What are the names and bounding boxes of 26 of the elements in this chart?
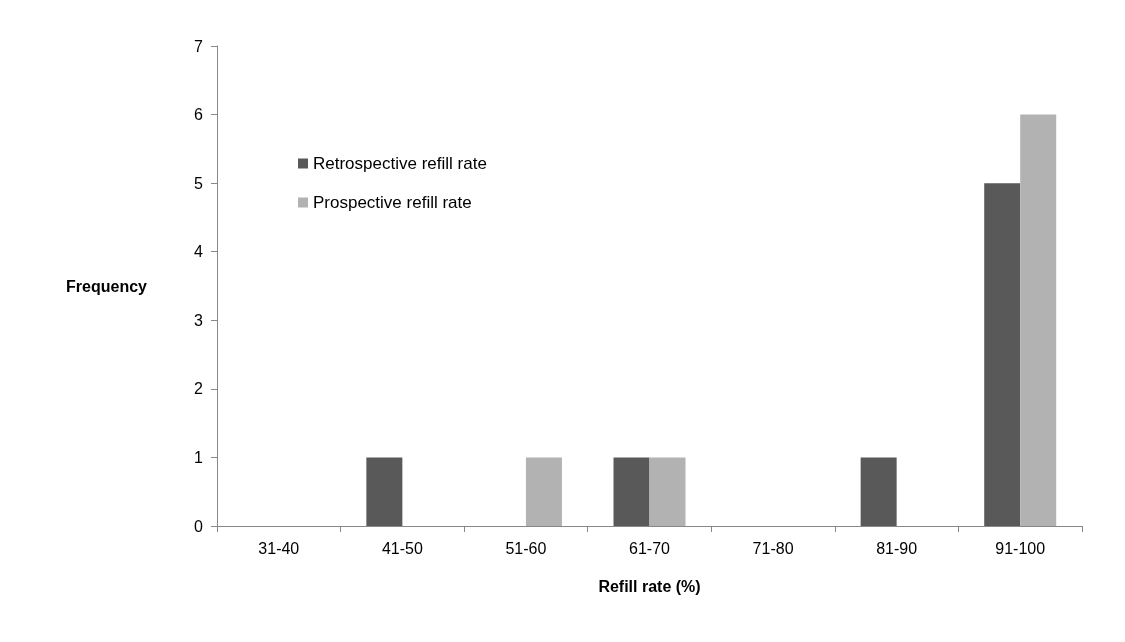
- bar: [613, 457, 650, 526]
- legend-label: Prospective refill rate: [313, 193, 472, 212]
- x-tick-label: 61-70: [629, 539, 671, 557]
- y-tick-label: 1: [194, 448, 204, 466]
- y-tick-label: 7: [194, 37, 204, 55]
- y-tick-label: 4: [194, 243, 204, 261]
- y-axis-title: Frequency: [66, 277, 148, 295]
- legend-label: Retrospective refill rate: [313, 154, 487, 173]
- bar: [525, 457, 562, 526]
- x-tick-label: 91-100: [995, 539, 1046, 557]
- bar: [1020, 114, 1057, 526]
- x-tick-label: 81-90: [876, 539, 918, 557]
- bar: [984, 183, 1021, 526]
- bar: [860, 457, 897, 526]
- x-tick-label: 41-50: [381, 539, 423, 557]
- y-tick-label: 2: [194, 380, 204, 398]
- x-axis-title: Refill rate (%): [598, 577, 701, 595]
- x-tick-label: 71-80: [752, 539, 794, 557]
- bar: [649, 457, 686, 526]
- y-tick-label: 6: [194, 106, 204, 124]
- bar: [366, 457, 403, 526]
- x-tick-label: 31-40: [258, 539, 300, 557]
- x-tick-label: 51-60: [505, 539, 547, 557]
- y-tick-label: 5: [194, 174, 204, 192]
- y-tick-label: 3: [194, 311, 204, 329]
- y-tick-label: 0: [194, 517, 204, 535]
